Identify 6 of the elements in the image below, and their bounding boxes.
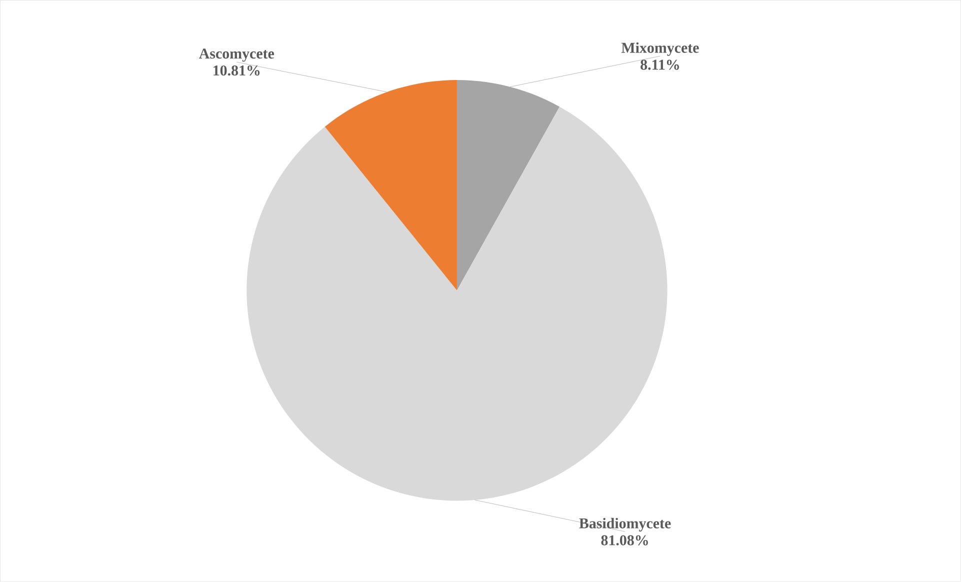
data-label: 81.08% [601,535,648,546]
slice-label: Mixomycete [621,42,699,56]
data-label: 8.11% [640,60,679,70]
slice-label: Ascomycete [199,48,274,62]
data-label: 10.81% [214,66,260,76]
slice-label: Basidiomycete [579,518,671,532]
